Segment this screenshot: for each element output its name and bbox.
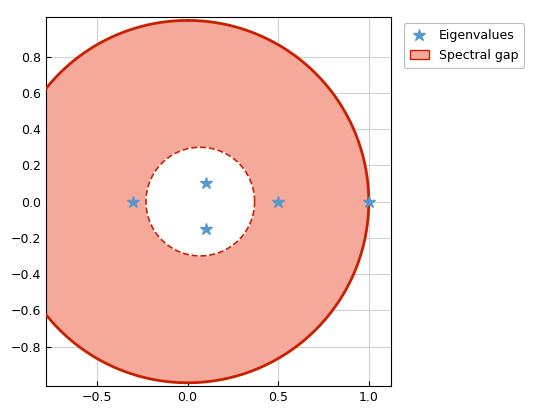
Polygon shape xyxy=(146,147,255,256)
Legend: Eigenvalues, Spectral gap: Eigenvalues, Spectral gap xyxy=(404,23,524,68)
Polygon shape xyxy=(6,21,369,383)
